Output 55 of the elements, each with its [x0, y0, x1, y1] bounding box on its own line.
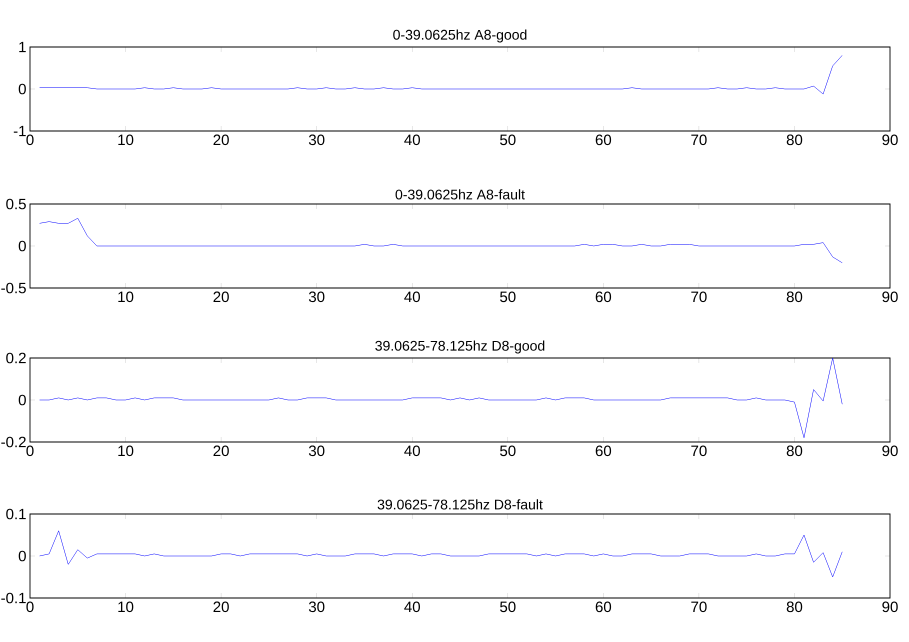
y-tick-label: 0.5	[6, 198, 26, 210]
y-tick-label: 1	[19, 42, 26, 52]
x-tick-label: 10	[118, 292, 134, 302]
x-tick-label: 40	[404, 134, 420, 146]
x-tick-label: 50	[500, 446, 516, 456]
x-tick-label: 10	[118, 134, 134, 146]
x-tick-label: 90	[882, 292, 898, 302]
x-tick-label: 90	[882, 446, 898, 456]
x-tick-label: 60	[596, 134, 612, 146]
y-tick-label: 0	[18, 550, 26, 562]
x-tick-label: 90	[882, 602, 898, 612]
x-tick-label: 0	[26, 134, 34, 146]
x-tick-label: 20	[214, 134, 229, 146]
x-tick-label: 70	[691, 602, 707, 612]
y-tick-label: 0	[18, 394, 26, 406]
y-tick-label: 0	[18, 240, 26, 252]
x-tick-label: 20	[214, 602, 229, 612]
y-tick-label: 0	[18, 84, 26, 94]
x-tick-label: 40	[404, 602, 420, 612]
y-tick-label: -1	[14, 126, 26, 136]
chart-title: 0-39.0625hz A8-good	[393, 29, 526, 42]
chart-title: 0-39.0625hz A8-fault	[396, 189, 525, 200]
x-tick-label: 80	[786, 292, 802, 302]
x-tick-label: 30	[308, 292, 324, 302]
x-tick-label: 20	[214, 446, 229, 456]
x-tick-label: 80	[786, 134, 802, 146]
x-tick-label: 60	[596, 292, 612, 302]
x-tick-label: 30	[308, 602, 324, 612]
y-tick-label: 0.2	[6, 352, 26, 364]
x-tick-label: 70	[691, 134, 707, 146]
x-tick-label: 60	[596, 602, 612, 612]
x-tick-label: 50	[500, 134, 516, 146]
y-tick-label: -0.1	[1, 592, 26, 604]
x-tick-label: 80	[786, 446, 802, 456]
x-tick-label: 30	[308, 446, 324, 456]
x-tick-label: 0	[26, 446, 34, 456]
x-tick-label: 30	[308, 134, 324, 146]
x-tick-label: 40	[404, 446, 420, 456]
x-tick-label: 50	[500, 602, 516, 612]
x-tick-label: 20	[214, 292, 229, 302]
x-tick-label: 50	[500, 292, 516, 302]
chart-title: 39.0625-78.125hz D8-fault	[378, 499, 543, 510]
x-tick-label: 60	[596, 446, 612, 456]
x-tick-label: 80	[786, 602, 802, 612]
x-tick-label: 40	[404, 292, 420, 302]
y-tick-label: -0.2	[1, 436, 26, 448]
x-tick-label: 70	[691, 292, 707, 302]
y-tick-label: 0.1	[6, 508, 26, 520]
x-tick-label: 90	[882, 134, 898, 146]
x-tick-label: 70	[691, 446, 707, 456]
x-tick-label: 10	[118, 602, 134, 612]
x-tick-label: 10	[118, 446, 134, 456]
chart-title: 39.0625-78.125hz D8-good	[375, 340, 544, 354]
y-tick-label: -0.5	[1, 282, 26, 294]
x-tick-label: 0	[26, 602, 34, 612]
